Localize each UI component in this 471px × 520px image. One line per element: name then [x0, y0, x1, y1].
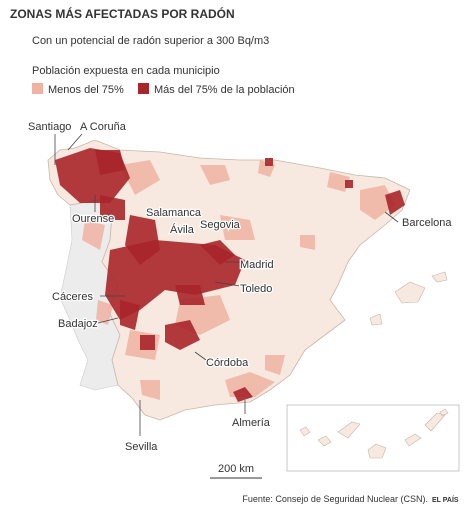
source: Fuente: Consejo de Seguridad Nuclear (CS…: [242, 494, 428, 504]
zone-low: [140, 380, 160, 400]
radon-zones: [55, 148, 405, 402]
map: Santiago A Coruña Ourense Salamanca Ávila Seg…: [27, 120, 460, 479]
city-label: Segovia: [200, 219, 241, 231]
island: [431, 271, 448, 283]
leader-line: [384, 211, 399, 223]
zone-high: [345, 180, 353, 188]
inset-frame: [286, 404, 460, 472]
zone-low: [327, 172, 350, 192]
zone-high: [120, 300, 140, 330]
zone-high: [175, 285, 205, 305]
island: [394, 281, 426, 304]
zone-low: [200, 165, 230, 185]
city-labels: Santiago A Coruña Ourense Salamanca Ávila Seg…: [27, 120, 454, 455]
leader-line: [194, 351, 207, 361]
city-label: Almería: [232, 417, 271, 429]
zone-low: [220, 215, 255, 240]
zone-high: [233, 387, 253, 402]
leader-line: [214, 281, 241, 287]
zone-low: [300, 235, 315, 250]
legend-swatch: [32, 83, 43, 94]
city-label: Madrid: [240, 259, 274, 271]
city-label: Ourense: [72, 213, 114, 225]
zone-high: [265, 158, 273, 166]
island: [369, 313, 383, 326]
legend-label: Menos del 75%: [48, 84, 124, 96]
legend-label: Más del 75% de la población: [154, 84, 295, 96]
zone-high: [95, 150, 125, 175]
zone-low: [96, 300, 113, 325]
zone-low: [360, 185, 395, 220]
city-label: Salamanca: [146, 207, 202, 219]
zone-high: [200, 240, 235, 265]
zone-high: [105, 240, 245, 320]
leader-line: [97, 317, 119, 324]
scale-label: 200 km: [218, 463, 254, 475]
city-label: Santiago: [28, 121, 71, 133]
city-label: Ávila: [170, 223, 195, 236]
city-label: Córdoba: [206, 357, 249, 369]
zone-high: [140, 335, 155, 350]
zone-low: [265, 355, 285, 375]
city-label: Barcelona: [402, 217, 452, 229]
legend-title: Población expuesta en cada municipio: [32, 65, 220, 77]
city-label: Badajoz: [58, 318, 98, 330]
zone-high: [385, 190, 405, 215]
legend: Menos del 75% Más del 75% de la población: [32, 83, 295, 96]
zone-high: [100, 195, 125, 220]
zone-high: [165, 320, 200, 350]
city-label: A Coruña: [80, 121, 127, 133]
zone-low: [120, 160, 160, 195]
canary-islands: [299, 408, 449, 459]
city-label: Cáceres: [52, 291, 93, 303]
brand: EL PAÍS: [432, 495, 459, 504]
leader-line: [67, 133, 83, 151]
subtitle: Con un potencial de radón superior a 300…: [32, 35, 269, 47]
city-label: Toledo: [240, 283, 272, 295]
legend-swatch: [138, 83, 149, 94]
title: ZONAS MÁS AFECTADAS POR RADÓN: [10, 6, 235, 21]
city-label: Sevilla: [125, 441, 158, 453]
zone-low: [82, 220, 105, 250]
